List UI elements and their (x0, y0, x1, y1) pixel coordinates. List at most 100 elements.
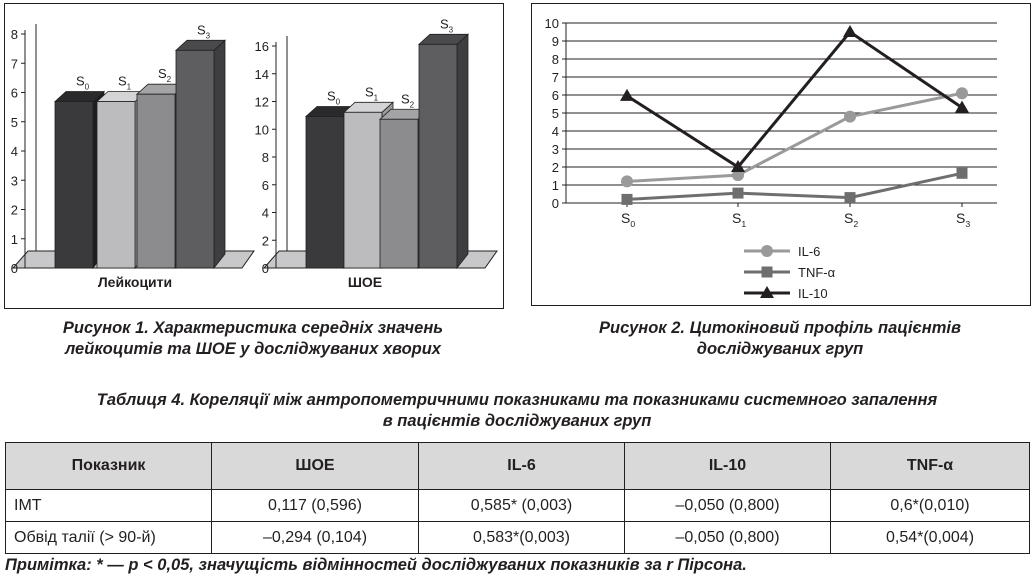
y-tick-label: 7 (552, 70, 559, 85)
y-tick-label: 3 (11, 173, 18, 188)
series-point-TNF-α (621, 193, 633, 205)
header-cell: IL-6 (418, 442, 625, 490)
table-cell: Обвід талії (> 90-й) (5, 521, 212, 554)
x-tick-label-S3: S3 (956, 210, 970, 229)
legend-marker-IL-10 (760, 286, 774, 298)
series-line-TNF-α (626, 171, 963, 201)
series-point-IL-6 (621, 175, 633, 188)
bar-label-S0: S0 (76, 74, 90, 92)
y-tick-label: 4 (11, 144, 18, 159)
series-point-IL-10 (731, 160, 745, 172)
header-cell: TNF-α (830, 442, 1030, 490)
bar-S0 (305, 116, 345, 269)
table-row: Обвід талії (> 90-й) –0,294 (0,104) 0,58… (5, 521, 1030, 554)
x-tick-label-S2: S2 (844, 210, 858, 229)
y-tick-label: 9 (552, 34, 559, 49)
y-tick-label: 8 (552, 52, 559, 67)
bar-S0 (54, 101, 94, 269)
y-tick-label: 3 (552, 142, 559, 157)
figure-1-caption-line1: Рисунок 1. Характеристика середніх значе… (62, 319, 444, 337)
table-cell: 0,583*(0,003) (418, 521, 625, 554)
bar-label-S1: S1 (365, 84, 379, 102)
y-tick-label: 2 (262, 233, 269, 248)
figure-2-caption: Рисунок 2. Цитокіновий профіль пацієнтів… (531, 318, 1029, 360)
y-tick-label: 12 (255, 95, 269, 110)
legend-label-TNF-α: TNF-α (798, 265, 836, 280)
bar-S3 (418, 43, 458, 269)
bar-label-S1: S1 (118, 74, 132, 92)
y-tick-label: 7 (11, 56, 18, 71)
table-title: Таблиця 4. Кореляції між антропометрични… (4, 390, 1030, 432)
figure-1-caption-line2: лейкоцитів та ШОЕ у досліджуваних хворих (65, 340, 441, 358)
series-point-IL-6 (844, 110, 856, 123)
series-line-IL-6 (626, 91, 963, 183)
series-line-IL-10 (626, 29, 963, 169)
y-tick-label: 5 (11, 115, 18, 130)
y-tick-label: 14 (255, 67, 269, 82)
bar-S3 (175, 49, 215, 269)
y-tick-label: 16 (255, 39, 269, 54)
header-cell: Показник (5, 442, 212, 490)
y-tick-label: 8 (11, 27, 18, 42)
series-point-IL-10 (955, 100, 969, 113)
series-point-IL-10 (843, 25, 857, 37)
y-tick-label: 6 (552, 88, 559, 103)
bar-label-S3: S3 (440, 16, 454, 34)
y-tick-label: 4 (552, 124, 559, 139)
table-cell: 0,585* (0,003) (418, 489, 625, 522)
figure-2-frame: 0 1 2 3 4 5 6 7 8 9 10 S0 S1 S2 S3 IL-6 TNF-α IL-10 (531, 3, 1031, 306)
table-header-row: Показник ШОЕ IL-6 IL-10 TNF-α (5, 442, 1030, 490)
legend-label-IL-10: IL-10 (798, 286, 828, 301)
table-cell: –0,294 (0,104) (211, 521, 419, 554)
correlation-table: Показник ШОЕ IL-6 IL-10 TNF-α ІМТ 0,117 … (5, 442, 1030, 554)
x-axis-label: Лейкоцити (98, 274, 172, 290)
table-cell: ІМТ (5, 489, 212, 522)
table-note: Примітка: * — р < 0,05, значущість відмі… (5, 556, 747, 574)
bar-S2 (136, 93, 176, 269)
series-point-TNF-α (844, 192, 856, 204)
bar-S2 (379, 118, 419, 269)
y-tick-label: 0 (552, 196, 559, 211)
bar-label-S3: S3 (197, 22, 211, 40)
bar-label-S2: S2 (158, 66, 172, 84)
y-tick-label: 0 (262, 261, 269, 276)
bar-label-S0: S0 (327, 88, 341, 106)
y-tick-label: 5 (552, 106, 559, 121)
figure-2-caption-line1: Рисунок 2. Цитокіновий профіль пацієнтів (599, 319, 961, 337)
y-tick-label: 2 (552, 160, 559, 175)
table-title-line2: в пацієнтів досліджуваних груп (382, 412, 652, 430)
figure-1-frame: 0 1 2 3 4 5 6 7 8 S0 S1 S2 S3 Лейкоцити 0 2 4 6 8 10 12 14 16 S… (4, 3, 504, 309)
x-axis-label: ШОЕ (348, 274, 382, 290)
table-cell: 0,117 (0,596) (211, 489, 419, 522)
x-tick-label-S1: S1 (732, 210, 746, 229)
y-tick-label: 1 (552, 178, 559, 193)
legend-marker-IL-6 (761, 245, 773, 257)
header-cell: ШОЕ (211, 442, 419, 490)
y-tick-label: 10 (255, 122, 269, 137)
series-point-TNF-α (956, 167, 968, 179)
table-row: ІМТ 0,117 (0,596) 0,585* (0,003) –0,050 … (5, 489, 1030, 522)
bar-S1 (96, 101, 136, 269)
table-cell: 0,54*(0,004) (830, 521, 1030, 554)
figure-1-caption: Рисунок 1. Характеристика середніх значе… (4, 318, 502, 360)
x-tick-label-S0: S0 (621, 210, 635, 229)
y-tick-label: 1 (11, 232, 18, 247)
bar-side-S3 (213, 39, 226, 270)
y-tick-label: 0 (11, 261, 18, 276)
series-point-IL-6 (732, 169, 744, 182)
y-tick-label: 8 (262, 150, 269, 165)
y-tick-label: 6 (262, 178, 269, 193)
y-tick-label: 6 (11, 86, 18, 101)
table-cell: –0,050 (0,800) (624, 489, 831, 522)
table-cell: 0,6*(0,010) (830, 489, 1030, 522)
bar-side-S3 (456, 33, 469, 270)
bar-S1 (343, 111, 383, 269)
header-cell: IL-10 (624, 442, 831, 490)
bar-label-S2: S2 (401, 91, 415, 109)
series-point-IL-10 (620, 88, 634, 101)
y-tick-label: 4 (262, 206, 269, 221)
y-tick-label: 2 (11, 203, 18, 218)
figure-2-caption-line2: досліджуваних груп (696, 340, 864, 358)
legend-label-IL-6: IL-6 (798, 244, 820, 259)
